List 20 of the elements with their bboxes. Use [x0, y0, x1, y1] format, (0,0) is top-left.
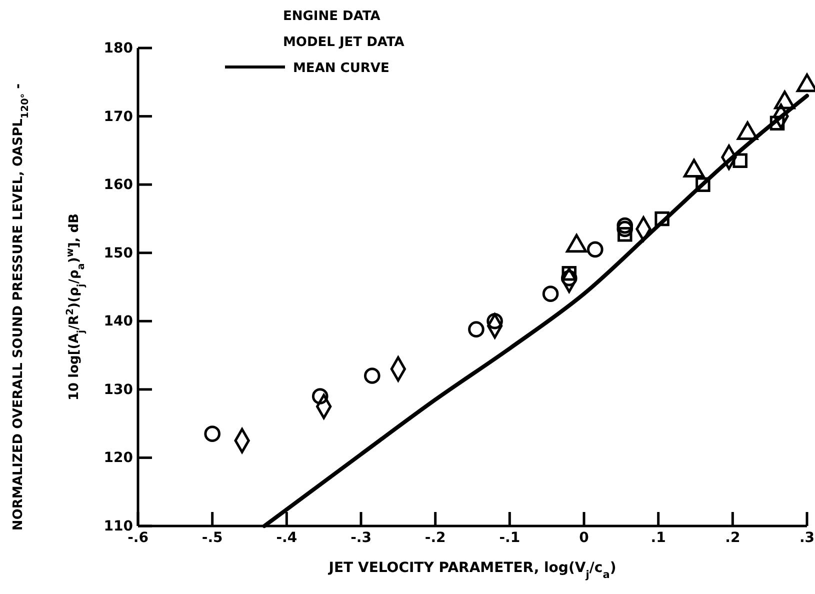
text: ENGINE DATA	[283, 9, 380, 24]
x-tick-label: -.2	[424, 530, 446, 546]
y-tick-label: 140	[104, 314, 134, 330]
x-tick-label: .3	[799, 530, 815, 546]
x-tick-label: -.5	[202, 530, 223, 546]
y-tick-label: 130	[104, 382, 134, 398]
y-tick-label: 120	[104, 450, 134, 466]
y-tick-label: 150	[104, 245, 134, 262]
x-axis-title: JET VELOCITY PARAMETER, log(V$_{j}$/c$_{a}$)	[328, 560, 616, 581]
y-tick-label: 170	[104, 108, 134, 125]
x-tick-label: 0	[579, 530, 590, 546]
y-tick-label: 180	[104, 40, 134, 56]
x-tick-label: -.4	[276, 530, 298, 546]
x-tick-label: -.1	[499, 530, 520, 546]
y-tick-label: 160	[104, 177, 134, 194]
legend-title: MODEL JET DATA	[283, 35, 404, 50]
legend-label: MEAN CURVE	[293, 61, 390, 76]
x-tick-label: -.3	[350, 530, 372, 546]
x-tick-label: .1	[650, 530, 666, 546]
x-tick-label: .2	[725, 530, 740, 546]
